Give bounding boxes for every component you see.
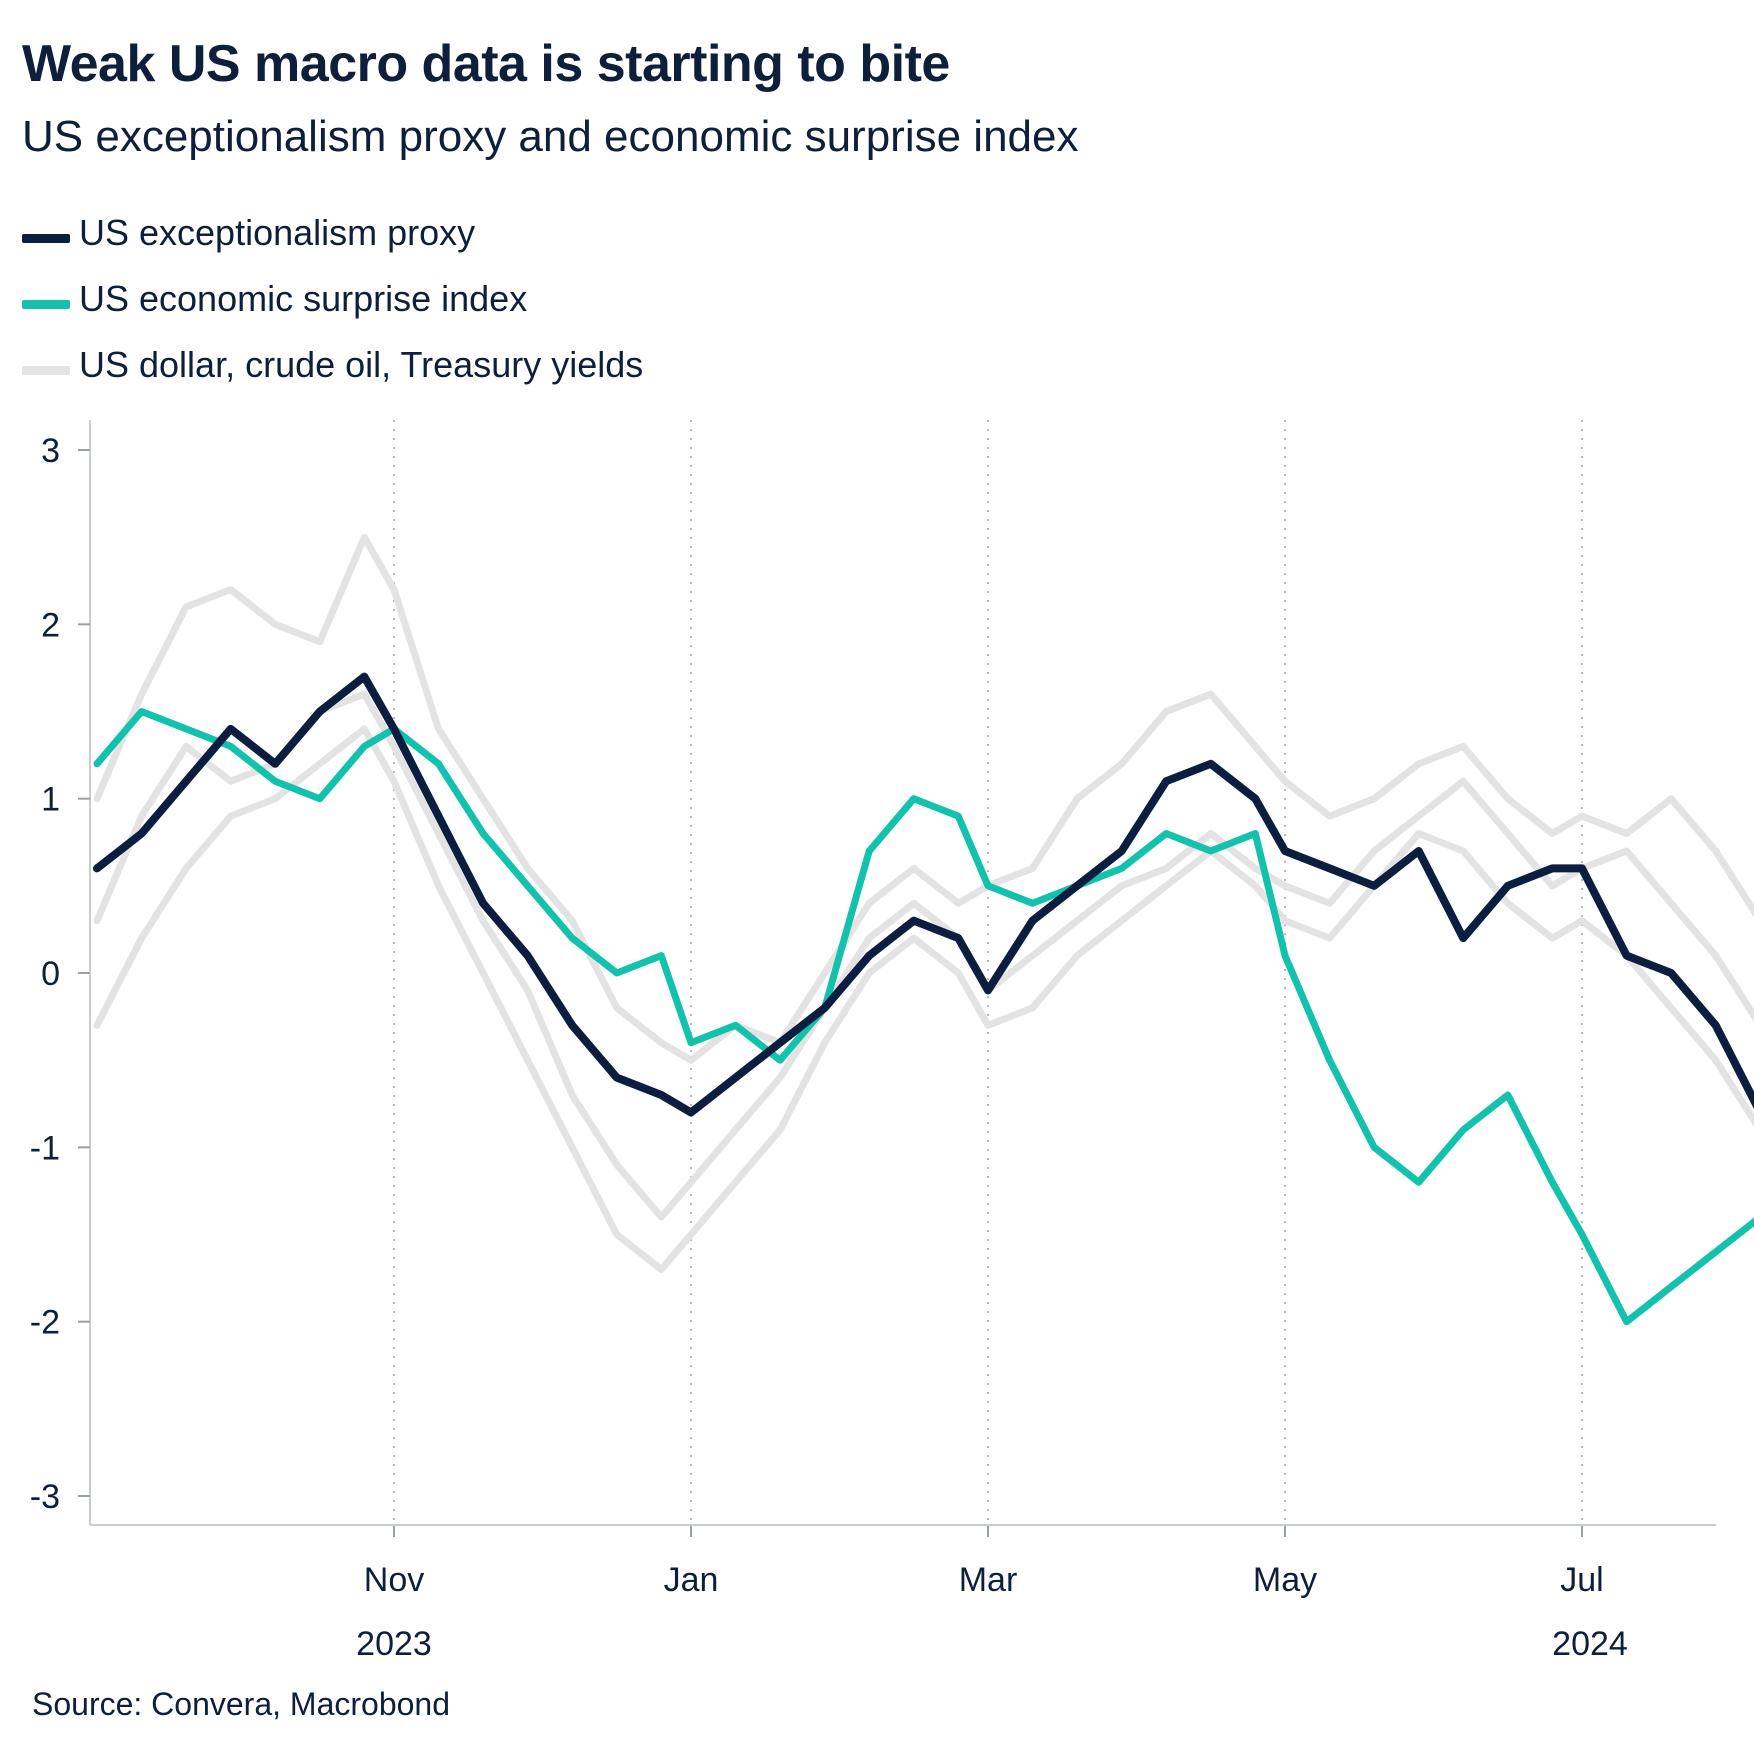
series-line-us-exceptionalism-proxy <box>93 672 1754 1117</box>
series-line-crude-oil <box>93 690 1754 1221</box>
chart-title: Weak US macro data is starting to bite <box>22 35 950 93</box>
series-lines <box>93 533 1754 1326</box>
legend-swatch-teal <box>22 300 70 309</box>
x-tick-label: Jan <box>664 1561 719 1599</box>
x-tick-label: Mar <box>959 1561 1018 1599</box>
legend-swatch-navy <box>22 234 70 243</box>
x-tick-label: May <box>1253 1561 1317 1599</box>
legend-swatch-grey <box>22 366 70 375</box>
y-tick-label: -2 <box>30 1304 60 1342</box>
x-tick-label: Nov <box>364 1561 424 1599</box>
source-note: Source: Convera, Macrobond <box>32 1686 450 1722</box>
y-tick-label: -1 <box>30 1129 60 1167</box>
y-tick-label: 3 <box>41 432 60 470</box>
x-tick-label: Jul <box>1560 1561 1603 1599</box>
x-year-label: 2024 <box>1552 1625 1628 1663</box>
series-line-us-dollar <box>93 533 1754 1064</box>
chart-subtitle: US exceptionalism proxy and economic sur… <box>22 112 1079 161</box>
legend-label: US economic surprise index <box>79 278 528 319</box>
x-year-label: 2023 <box>356 1625 432 1663</box>
y-tick-label: 2 <box>41 606 60 644</box>
y-tick-label: -3 <box>30 1478 60 1516</box>
series-line-us-economic-surprise-index <box>93 708 1754 1326</box>
legend-label: US dollar, crude oil, Treasury yields <box>79 344 644 385</box>
y-tick-label: 1 <box>41 781 60 819</box>
series-line-treasury-yields <box>93 725 1754 1273</box>
tick-labels: NovJanMarMayJulSepNovJanMarMay2023202420… <box>30 432 1628 1663</box>
axes <box>78 420 1716 1537</box>
legend-label: US exceptionalism proxy <box>79 212 476 253</box>
y-tick-label: 0 <box>41 955 60 993</box>
